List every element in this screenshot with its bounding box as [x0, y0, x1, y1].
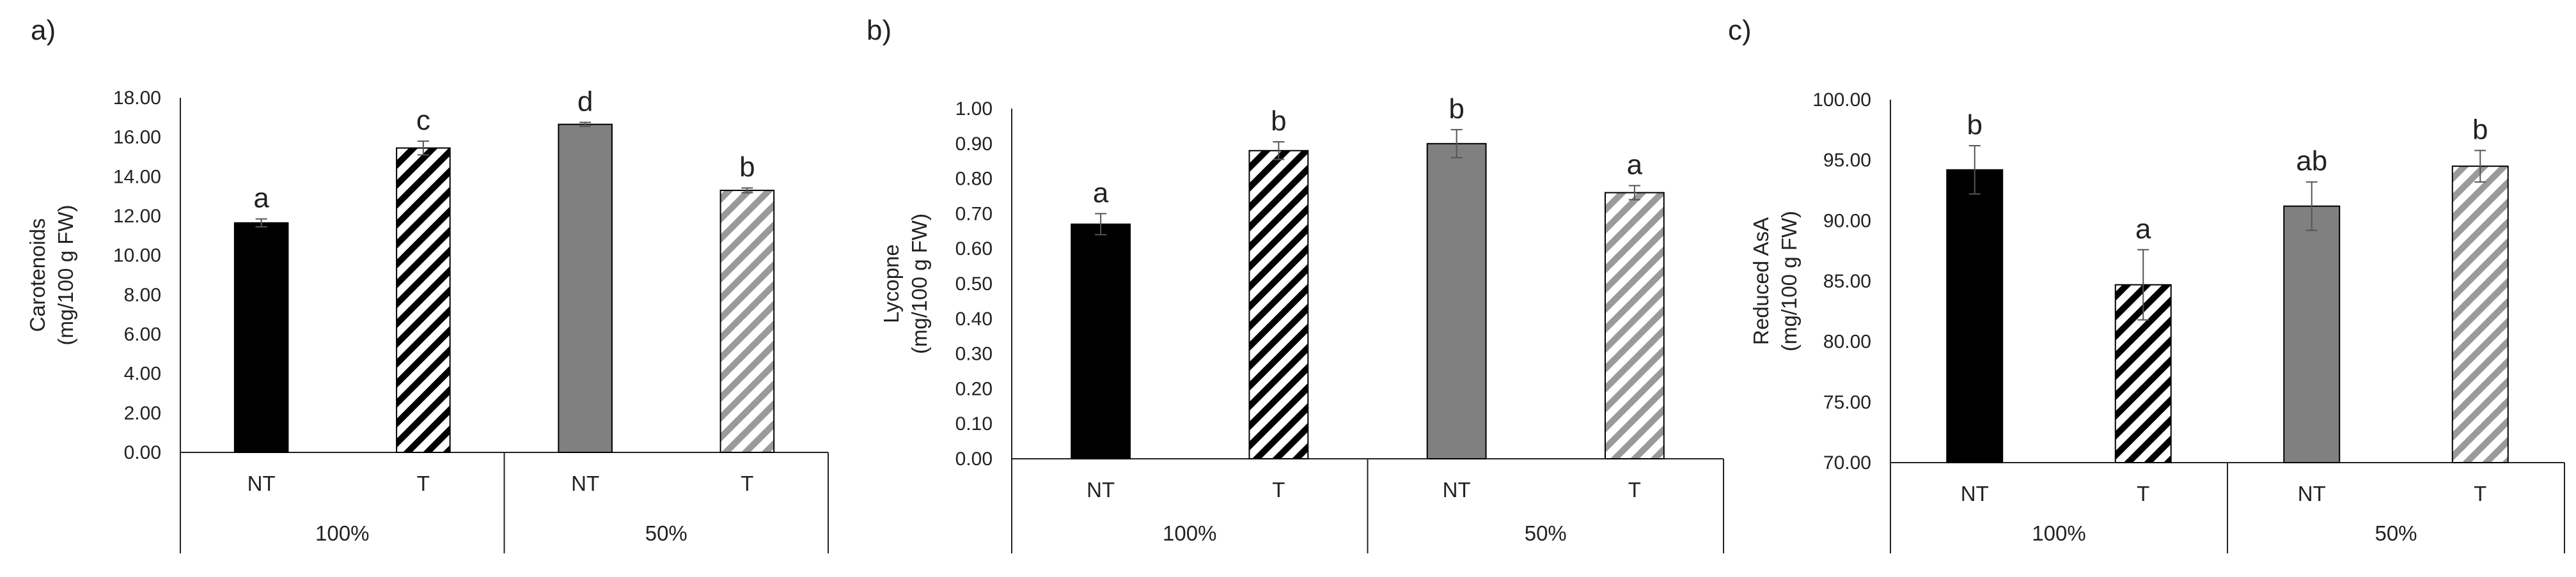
y-tick-label: 0.40 [955, 309, 993, 330]
y-axis-title-line: Reduced AsA [1749, 217, 1773, 345]
y-tick-label: 85.00 [1823, 271, 1871, 292]
x-category-label: T [1272, 478, 1285, 502]
y-tick-label: 1.00 [955, 98, 993, 119]
y-tick-label: 0.20 [955, 378, 993, 399]
x-category-label: T [2474, 482, 2486, 505]
x-category-label: T [741, 472, 753, 495]
y-tick-label: 8.00 [124, 284, 161, 305]
significance-letter: a [253, 183, 269, 214]
y-tick-label: 2.00 [124, 403, 161, 424]
significance-letter: a [1627, 150, 1643, 181]
bar [1604, 192, 1665, 459]
bar [1426, 142, 1487, 460]
bar [233, 222, 289, 453]
panel-label: c) [1728, 15, 1752, 46]
group-label: 100% [315, 521, 369, 545]
y-tick-label: 0.50 [955, 273, 993, 295]
y-tick-label: 6.00 [124, 324, 161, 345]
y-tick-label: 0.30 [955, 344, 993, 365]
group-label: 50% [2375, 521, 2417, 545]
x-category-label: NT [571, 472, 599, 495]
y-axis-title-line: (mg/100 g FW) [54, 204, 77, 345]
y-tick-label: 10.00 [113, 245, 161, 266]
significance-letter: b [1967, 109, 1983, 141]
y-tick-label: 75.00 [1823, 392, 1871, 413]
y-tick-label: 0.00 [124, 442, 161, 463]
y-tick-label: 0.80 [955, 169, 993, 190]
significance-letter: a [2135, 213, 2151, 245]
significance-letter: b [1449, 93, 1464, 125]
group-label: 100% [1163, 521, 1216, 545]
chart-panel-2: b) Lycopne (mg/100 g FW) 0.00 0.10 0.20 0.30 0.… [867, 15, 1724, 553]
y-tick-label: 0.00 [955, 449, 993, 470]
y-tick-label: 80.00 [1823, 332, 1871, 353]
y-tick-label: 0.60 [955, 238, 993, 259]
significance-letter: ab [2296, 146, 2327, 177]
x-category-label: NT [1443, 478, 1471, 502]
group-label: 50% [1525, 521, 1567, 545]
bar [396, 147, 451, 453]
significance-letter: d [577, 86, 593, 118]
bar [558, 123, 613, 453]
significance-letter: b [739, 151, 755, 183]
y-axis-title-line: (mg/100 g FW) [907, 213, 931, 354]
y-tick-label: 4.00 [124, 364, 161, 385]
y-tick-label: 16.00 [113, 127, 161, 148]
bar [1071, 223, 1131, 459]
significance-letter: b [1271, 105, 1286, 137]
x-category-label: NT [247, 472, 276, 495]
y-tick-label: 18.00 [113, 88, 161, 109]
bar [1946, 169, 2004, 463]
y-tick-label: 0.70 [955, 203, 993, 224]
y-tick-label: 0.90 [955, 134, 993, 155]
x-category-label: T [2137, 482, 2149, 505]
bar [2451, 165, 2509, 463]
x-category-label: T [1628, 478, 1641, 502]
y-tick-label: 70.00 [1823, 452, 1871, 473]
y-axis-title-line: (mg/100 g FW) [1777, 211, 1801, 351]
chart-panel-1: a) Carotenoids (mg/100 g FW) 0.00 2.00 4.00 6.… [26, 15, 829, 553]
x-category-label: NT [1961, 482, 1989, 505]
group-label: 50% [645, 521, 687, 545]
y-axis-title-line: Carotenoids [26, 219, 49, 332]
x-category-label: NT [1087, 478, 1115, 502]
y-tick-label: 100.00 [1812, 89, 1871, 111]
bar [1248, 150, 1309, 459]
y-axis-title-line: Lycopne [879, 244, 903, 323]
chart-panel-3: c) Reduced AsA (mg/100 g FW) 70.00 75.00 80.0… [1728, 15, 2565, 553]
y-tick-label: 95.00 [1823, 150, 1871, 171]
y-tick-label: 14.00 [113, 166, 161, 187]
y-tick-label: 90.00 [1823, 210, 1871, 231]
x-category-label: T [417, 472, 430, 495]
significance-letter: c [416, 105, 430, 136]
bar [2283, 205, 2341, 463]
group-label: 100% [2032, 521, 2085, 545]
y-tick-label: 0.10 [955, 413, 993, 435]
x-category-label: NT [2298, 482, 2326, 505]
panel-label: b) [867, 15, 891, 46]
y-tick-label: 12.00 [113, 206, 161, 227]
bar [719, 189, 775, 453]
significance-letter: b [2472, 114, 2488, 146]
panel-label: a) [31, 15, 56, 46]
significance-letter: a [1093, 177, 1109, 208]
